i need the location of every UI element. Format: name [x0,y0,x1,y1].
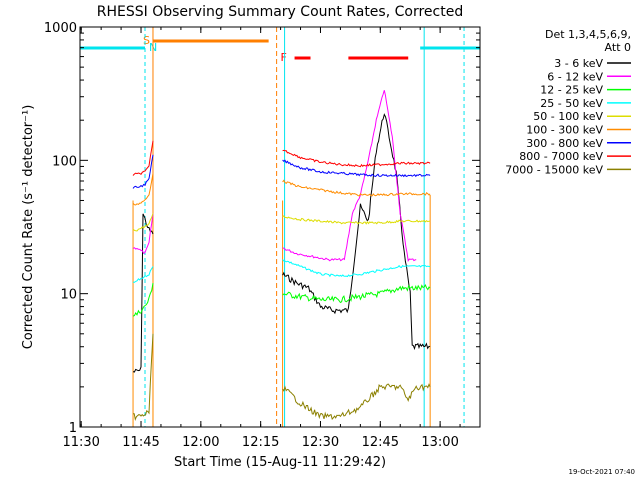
series-800-7000-kev-seg2 [282,149,431,168]
saa-flag-label: S [143,34,150,47]
x-tick-label-1: 11:45 [122,435,159,450]
legend-label-12-25-kev: 12 - 25 keV [540,84,603,97]
y-axis-label: Corrected Count Rate (s⁻¹ detector⁻¹) [21,105,36,350]
x-tick-label-4: 12:30 [302,435,339,450]
y-tick-label-1: 10 [60,288,77,303]
x-tick-label-5: 12:45 [362,435,399,450]
plot-frame [79,26,481,428]
plot-area: SNF [79,27,480,427]
series-25-50-kev-seg2 [282,259,431,278]
y-tick-label-2: 100 [52,154,77,169]
series-6-12-kev-seg1 [132,213,154,255]
legend-label-7000-15000-kev: 7000 - 15000 keV [505,163,603,176]
series-6-12-kev-seg2 [282,90,417,262]
series-7000-15000-kev-seg2 [282,383,431,421]
series-12-25-kev-seg2 [282,284,431,304]
series-300-800-kev-seg2 [282,159,431,178]
series-50-100-kev-seg2 [282,215,431,225]
series-100-300-kev-seg2 [282,179,431,197]
legend-label-50-100-kev: 50 - 100 keV [533,110,603,123]
y-tick-label-3: 1000 [44,21,77,36]
flare-flag-label: F [281,51,287,64]
x-tick-label-6: 13:00 [421,435,458,450]
x-tick-label-0: 11:30 [62,435,99,450]
series-800-7000-kev-seg1 [132,140,154,176]
legend-label-800-7000-kev: 800 - 7000 keV [519,150,603,163]
legend-label-100-300-kev: 100 - 300 keV [526,124,603,137]
legend-header-line-1: Det 1,3,4,5,6,9, [545,28,631,41]
chart-title: RHESSI Observing Summary Count Rates, Co… [97,4,463,20]
series-50-100-kev-seg1 [132,213,154,232]
series-3-6-kev-seg1 [132,213,154,373]
series-12-25-kev-seg1 [132,283,154,317]
series-100-300-kev-seg1 [132,173,154,206]
legend-header-line-2: Att 0 [605,41,631,54]
y-axis: 1 10 100 1000 [44,21,480,436]
x-tick-label-3: 12:15 [242,435,279,450]
footer-date: 19-Oct-2021 07:40 [569,468,635,476]
x-axis-label: Start Time (15-Aug-11 11:29:42) [174,455,386,470]
series-7000-15000-kev-seg1 [133,333,154,421]
series-25-50-kev-seg1 [132,266,154,283]
series-3-6-kev-seg2 [282,113,431,351]
legend-label-25-50-kev: 25 - 50 keV [540,97,603,110]
legend-label-6-12-kev: 6 - 12 keV [547,70,603,83]
x-tick-label-2: 12:00 [182,435,219,450]
series-300-800-kev-seg1 [132,154,154,189]
y-tick-label-0: 1 [69,421,77,436]
x-axis: 11:30 11:45 12:00 12:15 12:30 12:45 13:00 [62,27,481,450]
legend-label-3-6-kev: 3 - 6 keV [554,57,603,70]
legend-label-300-800-kev: 300 - 800 keV [526,137,603,150]
